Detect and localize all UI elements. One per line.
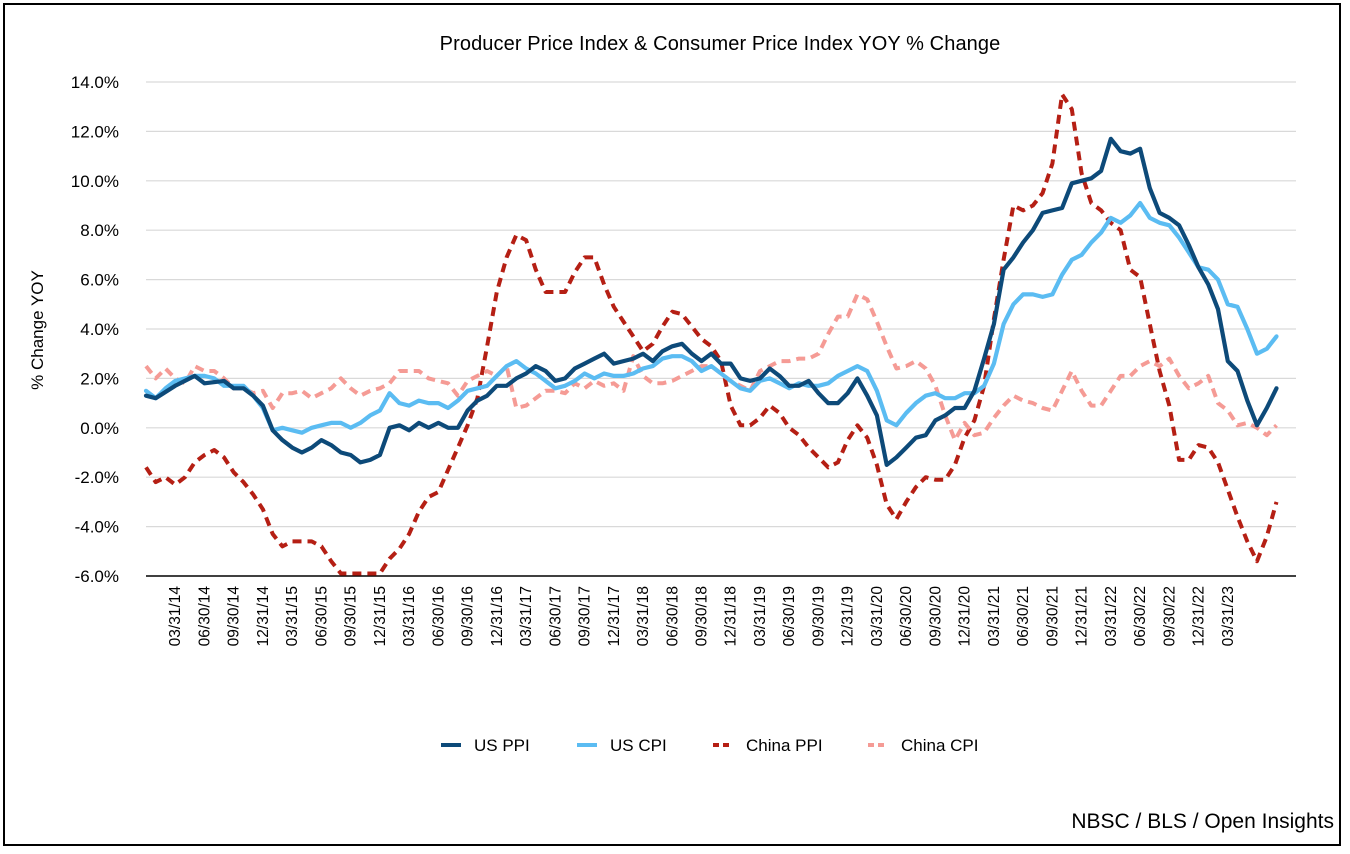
x-tick-label: 12/31/14	[255, 586, 272, 647]
x-tick-label: 06/30/18	[664, 586, 681, 646]
x-tick-label: 03/31/14	[167, 586, 184, 647]
x-tick-label: 03/31/21	[986, 586, 1003, 646]
y-tick-label: 0.0%	[80, 419, 119, 438]
series-line-china-cpi	[144, 292, 1278, 443]
x-tick-label: 09/30/14	[226, 586, 243, 647]
y-tick-label: 8.0%	[80, 221, 119, 240]
y-tick-label: -2.0%	[75, 468, 119, 487]
legend: US PPI US CPI China PPI China CPI	[441, 736, 978, 755]
legend-item: US PPI	[441, 736, 530, 755]
x-tick-label: 03/31/16	[401, 586, 418, 646]
legend-label: US CPI	[610, 736, 667, 755]
x-tick-label: 12/31/21	[1074, 586, 1091, 646]
x-tick-label: 09/30/16	[460, 586, 477, 646]
y-tick-labels: -6.0% -4.0% -2.0% 0.0% 2.0% 4.0% 6.0% 8.0% 10.0%…	[71, 73, 119, 586]
x-tick-label: 12/31/17	[606, 586, 623, 646]
x-tick-label: 12/31/15	[372, 586, 389, 646]
chart-frame	[3, 3, 1341, 846]
x-tick-label: 06/30/15	[313, 586, 330, 646]
y-tick-label: 10.0%	[71, 172, 119, 191]
legend-item: China PPI	[713, 736, 823, 755]
x-tick-label: 09/30/21	[1044, 586, 1061, 646]
x-tick-label: 06/30/21	[1015, 586, 1032, 646]
x-tick-label: 03/31/23	[1220, 586, 1237, 646]
x-tick-label: 03/31/17	[518, 586, 535, 646]
y-tick-label: 6.0%	[80, 271, 119, 290]
x-tick-label: 12/31/20	[957, 586, 974, 647]
series-line-us-ppi	[143, 136, 1279, 467]
y-tick-label: 12.0%	[71, 122, 119, 141]
x-tick-label: 06/30/20	[898, 586, 915, 647]
x-tick-label: 06/30/14	[196, 586, 213, 647]
x-tick-label: 06/30/19	[781, 586, 798, 646]
y-axis-label: % Change YOY	[28, 270, 47, 390]
x-tick-label: 03/31/18	[635, 586, 652, 646]
x-tick-label: 09/30/17	[577, 586, 594, 646]
x-tick-label: 03/31/20	[869, 586, 886, 647]
gridlines	[146, 81, 1296, 528]
y-tick-label: 4.0%	[80, 320, 119, 339]
x-tick-label: 12/31/19	[840, 586, 857, 646]
x-tick-label: 09/30/15	[343, 586, 360, 646]
x-tick-label: 09/30/18	[694, 586, 711, 646]
legend-item: US CPI	[577, 736, 667, 755]
series-line-china-ppi	[144, 92, 1279, 576]
x-tick-label: 09/30/20	[927, 586, 944, 647]
chart-title: Producer Price Index & Consumer Price In…	[439, 33, 1001, 55]
x-tick-label: 12/31/16	[489, 586, 506, 646]
legend-label: China CPI	[901, 736, 978, 755]
y-tick-label: 2.0%	[80, 369, 119, 388]
series-line-us-cpi	[143, 200, 1279, 435]
x-tick-labels: 03/31/14 06/30/14 09/30/14 12/31/14 03/31/15…	[167, 586, 1237, 647]
x-tick-label: 03/31/15	[284, 586, 301, 646]
x-tick-label: 12/31/18	[723, 586, 740, 646]
series-lines	[143, 92, 1279, 576]
legend-item: China CPI	[868, 736, 978, 755]
legend-label: China PPI	[746, 736, 823, 755]
x-tick-label: 12/31/22	[1191, 586, 1208, 646]
x-tick-label: 03/31/19	[752, 586, 769, 646]
x-tick-label: 06/30/16	[430, 586, 447, 646]
x-tick-label: 09/30/19	[810, 586, 827, 646]
source-note: NBSC / BLS / Open Insights	[1071, 810, 1334, 833]
y-tick-label: -4.0%	[75, 518, 119, 537]
x-tick-label: 06/30/17	[547, 586, 564, 646]
x-tick-label: 09/30/22	[1161, 586, 1178, 646]
y-tick-label: 14.0%	[71, 73, 119, 92]
y-tick-label: -6.0%	[75, 567, 119, 586]
x-tick-label: 03/31/22	[1103, 586, 1120, 646]
x-tick-label: 06/30/22	[1132, 586, 1149, 646]
legend-label: US PPI	[474, 736, 530, 755]
